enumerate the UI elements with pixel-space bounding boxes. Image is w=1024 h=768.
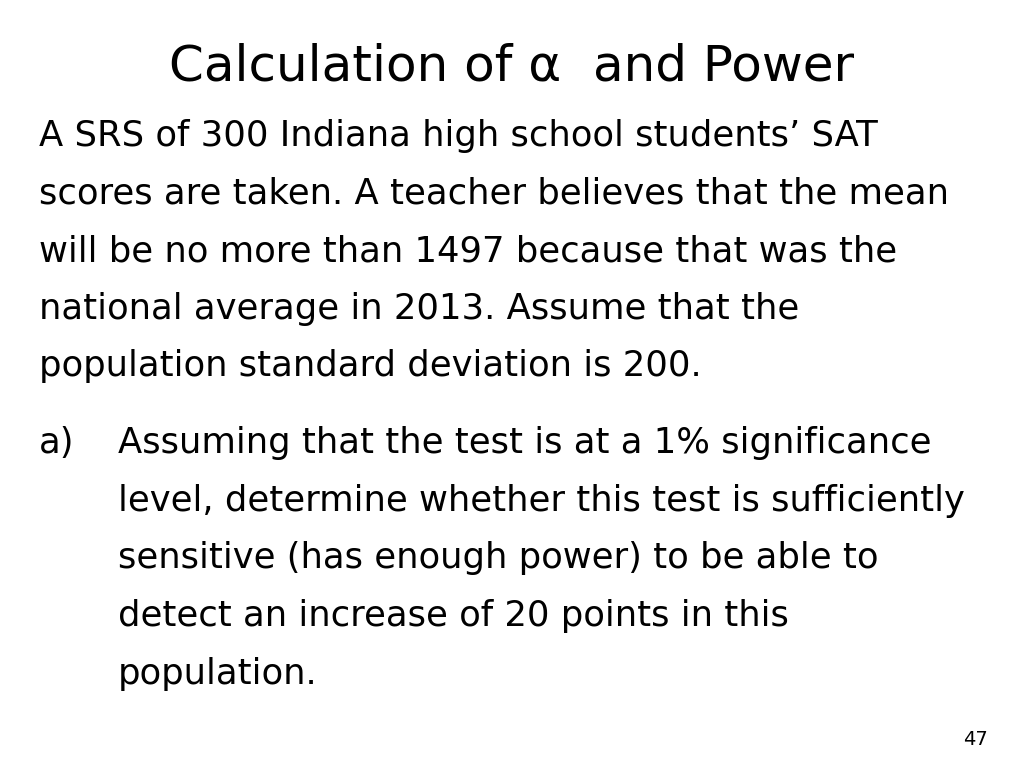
Text: national average in 2013. Assume that the: national average in 2013. Assume that th… (39, 292, 799, 326)
Text: scores are taken. A teacher believes that the mean: scores are taken. A teacher believes tha… (39, 177, 949, 210)
Text: Assuming that the test is at a 1% significance: Assuming that the test is at a 1% signif… (118, 426, 931, 460)
Text: Calculation of α  and Power: Calculation of α and Power (169, 42, 855, 91)
Text: a): a) (39, 426, 75, 460)
Text: detect an increase of 20 points in this: detect an increase of 20 points in this (118, 599, 788, 633)
Text: level, determine whether this test is sufficiently: level, determine whether this test is su… (118, 484, 965, 518)
Text: sensitive (has enough power) to be able to: sensitive (has enough power) to be able … (118, 541, 879, 575)
Text: A SRS of 300 Indiana high school students’ SAT: A SRS of 300 Indiana high school student… (39, 119, 878, 153)
Text: population.: population. (118, 657, 317, 690)
Text: 47: 47 (964, 730, 988, 749)
Text: population standard deviation is 200.: population standard deviation is 200. (39, 349, 701, 383)
Text: will be no more than 1497 because that was the: will be no more than 1497 because that w… (39, 234, 897, 268)
